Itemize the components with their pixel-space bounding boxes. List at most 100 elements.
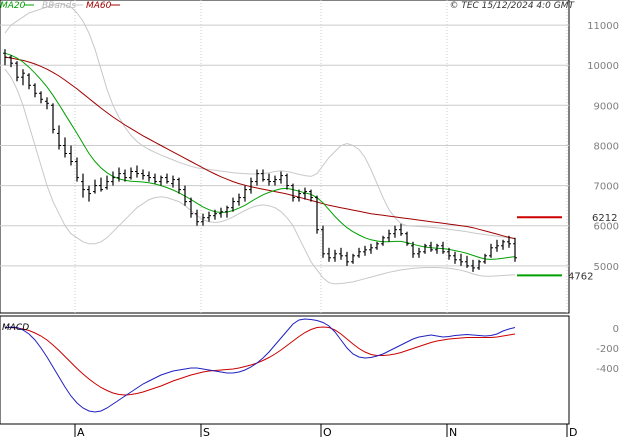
ohlc-bar: [387, 229, 391, 242]
ohlc-bar: [189, 197, 193, 218]
ohlc-bar: [297, 189, 301, 202]
ohlc-bar: [135, 165, 139, 178]
ohlc-bar: [459, 253, 463, 266]
ohlc-bar: [261, 169, 265, 182]
price-y-tick-label: 8000: [594, 142, 619, 153]
ohlc-bar: [291, 183, 295, 202]
ohlc-bar: [267, 173, 271, 186]
ohlc-bar: [465, 255, 469, 268]
ohlc-bar: [81, 173, 85, 198]
ohlc-bar: [75, 157, 79, 182]
ohlc-bar: [93, 179, 97, 194]
ohlc-bar: [345, 251, 349, 266]
ohlc-bar: [501, 239, 505, 250]
price-y-tick-label: 10000: [587, 61, 619, 72]
ohlc-bar: [27, 73, 31, 90]
ohlc-bar: [333, 249, 337, 262]
macd-y-tick-label: -200: [596, 344, 619, 355]
ohlc-bar: [363, 245, 367, 256]
ohlc-bar: [15, 61, 19, 82]
ohlc-bar: [63, 137, 67, 158]
ma20-line: [4, 52, 516, 260]
ohlc-bar: [447, 247, 451, 260]
macd-y-tick-label: -400: [596, 364, 619, 375]
price-bars: [3, 49, 517, 272]
macd-y-tick-label: 0: [613, 324, 619, 335]
ohlc-bar: [273, 175, 277, 186]
chart-legend: MA20 BBands MA60: [0, 1, 120, 11]
ohlc-bar: [159, 175, 163, 186]
ohlc-bar: [171, 175, 175, 188]
bollinger-bands: [4, 2, 516, 285]
ohlc-bar: [405, 231, 409, 246]
ohlc-bar: [183, 185, 187, 206]
bbands-upper-line: [4, 2, 516, 239]
x-tick-label: D: [569, 426, 577, 439]
price-y-tick-label: 6000: [594, 222, 619, 233]
ohlc-bar: [279, 171, 283, 184]
legend-ma20-label: MA20: [0, 1, 26, 11]
ohlc-bar: [195, 209, 199, 226]
ohlc-bar: [327, 247, 331, 262]
ohlc-bar: [285, 173, 289, 190]
ohlc-bar: [507, 235, 511, 248]
ohlc-bar: [321, 225, 325, 258]
ohlc-bar: [147, 171, 151, 182]
ohlc-bar: [303, 187, 307, 200]
ohlc-bar: [429, 241, 433, 252]
ohlc-bar: [51, 103, 55, 134]
ohlc-bar: [33, 83, 37, 98]
ohlc-bar: [177, 177, 181, 194]
price-y-tick-label: 7000: [594, 182, 619, 193]
ohlc-bar: [123, 169, 127, 182]
price-panel-frame: [0, 0, 570, 314]
x-tick-label: A: [77, 426, 85, 439]
ohlc-bar: [105, 175, 109, 190]
ma60-line: [4, 56, 516, 240]
ohlc-bar: [231, 197, 235, 212]
resistance-level-label: 6212: [592, 213, 617, 224]
x-tick-label: N: [449, 426, 457, 439]
ohlc-bar: [471, 259, 475, 272]
ohlc-bar: [111, 171, 115, 186]
bbands-lower-line: [4, 68, 516, 285]
ohlc-bar: [141, 169, 145, 180]
ohlc-bar: [201, 213, 205, 226]
ohlc-bar: [57, 125, 61, 150]
ohlc-bar: [99, 177, 103, 192]
ohlc-bar: [381, 235, 385, 246]
macd-panel-frame: [0, 315, 570, 425]
ohlc-bar: [237, 193, 241, 206]
ohlc-bar: [45, 97, 49, 110]
ohlc-bar: [357, 247, 361, 258]
ohlc-bar: [339, 247, 343, 260]
ohlc-bar: [513, 237, 517, 262]
ohlc-bar: [495, 239, 499, 252]
grid-lines: [0, 0, 569, 313]
y-tick-labels: 11000 10000 9000 8000 7000 6000 5000 0 -200 -400: [587, 21, 619, 375]
ohlc-bar: [225, 205, 229, 218]
ohlc-bar: [129, 167, 133, 180]
ohlc-bar: [375, 241, 379, 250]
ohlc-bar: [87, 185, 91, 202]
ohlc-bar: [153, 173, 157, 184]
ohlc-bar: [441, 241, 445, 254]
ohlc-bar: [69, 145, 73, 166]
ohlc-bar: [213, 209, 217, 220]
ohlc-bar: [411, 241, 415, 258]
ohlc-bar: [423, 243, 427, 254]
ohlc-bar: [39, 91, 43, 104]
macd-lines: [4, 318, 516, 413]
ohlc-bar: [477, 259, 481, 270]
x-tick-label: S: [203, 426, 210, 439]
x-tick-label: O: [323, 426, 332, 439]
price-y-tick-label: 9000: [594, 101, 619, 112]
ohlc-bar: [249, 177, 253, 194]
ohlc-bar: [489, 243, 493, 258]
ohlc-bar: [219, 207, 223, 218]
ohlc-bar: [243, 185, 247, 202]
ohlc-bar: [21, 69, 25, 86]
price-y-tick-label: 5000: [594, 262, 619, 273]
